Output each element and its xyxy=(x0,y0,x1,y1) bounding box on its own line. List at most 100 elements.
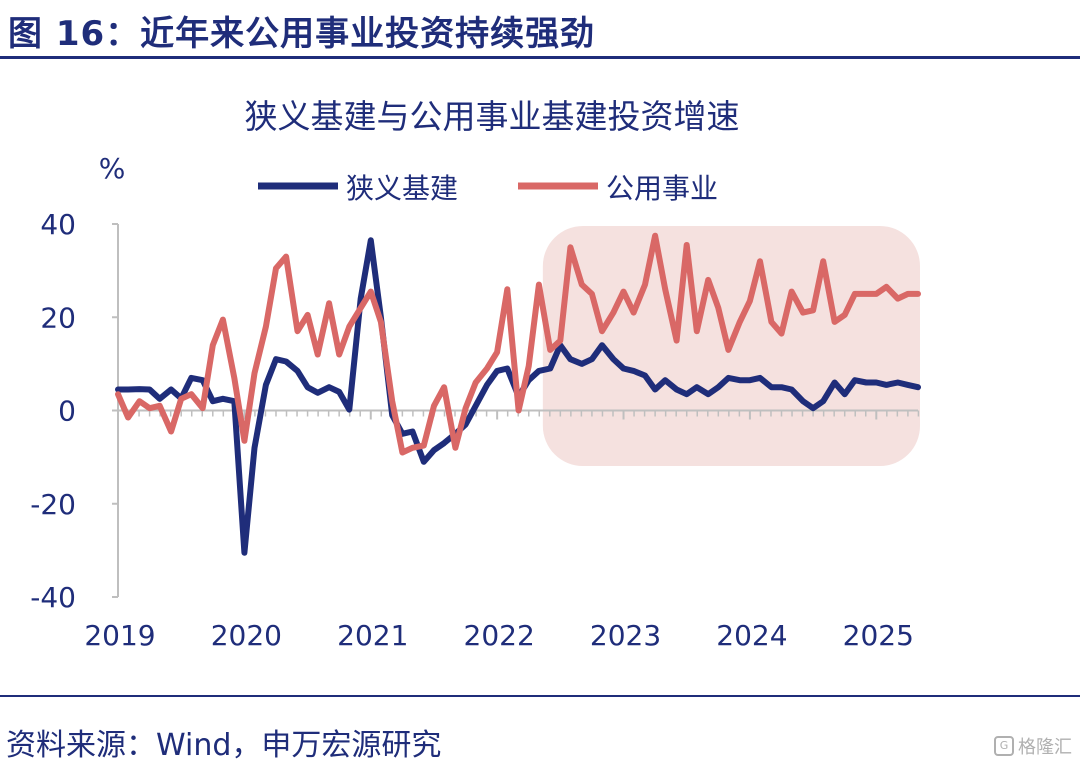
data-point xyxy=(916,292,920,296)
data-point xyxy=(600,329,604,333)
data-point xyxy=(327,301,331,305)
data-point xyxy=(706,278,710,282)
data-point xyxy=(189,376,193,380)
data-point xyxy=(706,392,710,396)
figure-title: 图 16：近年来公用事业投资持续强劲 xyxy=(8,14,596,54)
data-point xyxy=(284,360,288,363)
data-point xyxy=(369,290,373,294)
data-point xyxy=(264,383,268,387)
data-point xyxy=(126,388,130,391)
data-point xyxy=(442,385,446,389)
data-point xyxy=(296,329,299,333)
data-point xyxy=(853,292,857,296)
x-tick-label: 2020 xyxy=(211,619,282,652)
data-point xyxy=(505,367,509,370)
data-point xyxy=(411,446,414,450)
data-point xyxy=(738,320,742,324)
watermark-logo-icon: G xyxy=(994,736,1014,756)
data-point xyxy=(821,399,825,403)
data-point xyxy=(306,385,310,389)
data-point xyxy=(821,259,825,263)
data-point xyxy=(232,376,236,380)
data-point xyxy=(422,444,426,447)
data-point xyxy=(568,357,572,361)
data-point xyxy=(580,362,584,366)
data-point xyxy=(906,383,910,387)
data-point xyxy=(632,369,636,373)
data-point xyxy=(211,399,215,403)
data-point xyxy=(833,320,837,324)
line-chart: 狭义基建与公用事业基建投资增速 % 狭义基建 公用事业 40200-20-402… xyxy=(30,97,921,652)
x-tick-label: 2024 xyxy=(716,619,787,652)
data-point xyxy=(790,388,794,391)
data-point xyxy=(537,369,541,373)
data-point xyxy=(801,311,805,315)
data-point xyxy=(274,357,278,361)
data-point xyxy=(653,388,657,391)
data-point xyxy=(864,381,868,384)
data-point xyxy=(390,399,394,403)
data-point xyxy=(495,369,499,373)
data-point xyxy=(116,392,120,396)
data-point xyxy=(284,255,288,259)
data-point xyxy=(685,392,689,396)
data-point xyxy=(379,320,383,324)
data-point xyxy=(337,390,341,394)
data-point xyxy=(884,383,888,387)
data-point xyxy=(853,378,857,382)
data-point xyxy=(643,374,647,377)
data-point xyxy=(337,353,341,356)
data-point xyxy=(726,376,730,380)
data-point xyxy=(675,388,679,391)
data-point xyxy=(780,385,783,389)
data-point xyxy=(801,399,805,403)
data-point xyxy=(432,404,436,408)
data-point xyxy=(769,320,773,324)
y-tick-label: 20 xyxy=(40,301,76,334)
source-note: 资料来源：Wind，申万宏源研究 xyxy=(6,728,442,763)
data-point xyxy=(505,287,509,291)
data-point xyxy=(884,285,888,289)
x-tick-label: 2025 xyxy=(843,619,914,652)
data-point xyxy=(116,388,120,391)
data-point xyxy=(896,297,900,301)
data-point xyxy=(568,245,572,249)
data-point xyxy=(359,306,363,310)
data-point xyxy=(716,306,720,310)
data-point xyxy=(780,332,783,336)
x-tick-label: 2019 xyxy=(84,619,155,652)
data-point xyxy=(748,299,752,303)
data-point xyxy=(811,308,815,312)
data-point xyxy=(316,391,320,395)
data-point xyxy=(148,406,152,410)
data-point xyxy=(148,388,152,391)
data-point xyxy=(843,313,847,317)
data-point xyxy=(548,348,552,352)
data-point xyxy=(632,311,636,315)
data-point xyxy=(169,388,173,391)
data-point xyxy=(517,409,521,412)
data-point xyxy=(643,283,647,287)
data-point xyxy=(769,385,773,389)
data-point xyxy=(485,367,489,370)
data-point xyxy=(611,357,615,361)
data-point xyxy=(264,325,268,329)
data-point xyxy=(558,339,562,343)
data-point xyxy=(726,348,730,352)
data-point xyxy=(369,238,373,242)
top-rule xyxy=(0,56,1080,59)
data-point xyxy=(242,551,246,555)
data-point xyxy=(253,446,256,450)
data-point xyxy=(169,430,173,433)
data-point xyxy=(811,406,815,410)
data-point xyxy=(453,446,457,450)
series-layer xyxy=(115,232,921,556)
data-point xyxy=(548,367,552,370)
data-point xyxy=(474,381,478,384)
data-point xyxy=(474,404,478,408)
data-point xyxy=(138,399,141,403)
x-tick-label: 2021 xyxy=(337,619,408,652)
data-point xyxy=(685,243,689,247)
data-point xyxy=(843,392,847,396)
